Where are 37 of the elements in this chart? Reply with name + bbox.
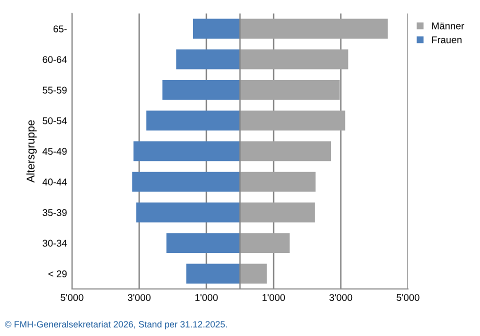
bar (186, 264, 240, 284)
y-tick-label: 65- (54, 25, 67, 32)
bar (240, 110, 346, 131)
bar (240, 18, 388, 39)
y-tick-label: 50-54 (42, 117, 67, 124)
bar (240, 49, 348, 70)
bar (192, 18, 240, 39)
bar (162, 80, 240, 100)
x-tick-label: 5'000 (396, 294, 420, 301)
y-tick-label: 30-34 (42, 240, 67, 247)
bar (240, 80, 340, 100)
bar (166, 233, 240, 253)
y-tick-label: 60-64 (42, 56, 67, 63)
x-tick-label: 1'000 (195, 294, 218, 301)
y-tick-label: 35-39 (42, 209, 67, 216)
legend-label: Frauen (432, 36, 462, 44)
bar (240, 233, 290, 253)
y-tick-label: < 29 (48, 270, 67, 278)
text: © FMH-Generalsekretariat 2026, Stand per 31.12.2025. (4, 320, 227, 330)
y-axis-title: Altersgruppe (26, 120, 37, 183)
bar (240, 264, 267, 284)
bar (132, 172, 240, 192)
bar (240, 141, 332, 162)
legend-label: Männer (432, 22, 464, 30)
y-tick-label: 45-49 (42, 148, 67, 155)
bar (240, 202, 315, 222)
y-tick-label: 55-59 (42, 86, 67, 94)
bar (133, 141, 240, 162)
x-tick-label: 3'000 (128, 294, 151, 301)
bar (240, 172, 316, 192)
bar (136, 202, 240, 222)
x-tick-label: 5'000 (60, 294, 84, 301)
x-tick-label: 3'000 (329, 294, 352, 301)
x-tick-label: 1'000 (262, 294, 285, 301)
y-tick-label: 40-44 (42, 178, 67, 186)
bar (176, 49, 240, 70)
bar (146, 110, 240, 131)
